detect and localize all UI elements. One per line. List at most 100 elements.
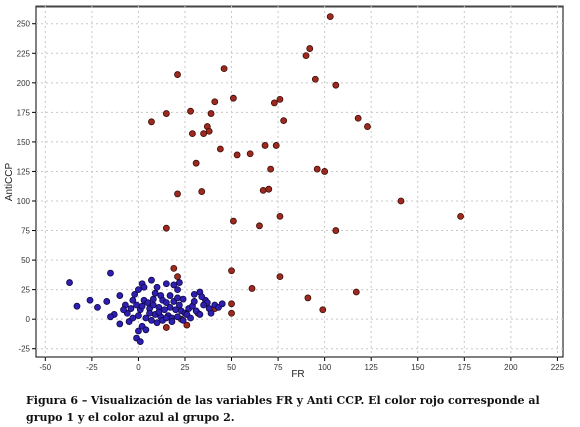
point-group-1 bbox=[174, 71, 181, 78]
point-group-1 bbox=[256, 222, 263, 230]
point-group-1 bbox=[162, 324, 170, 331]
point-group-1 bbox=[302, 52, 310, 60]
point-group-1 bbox=[174, 190, 181, 198]
point-group-2 bbox=[162, 314, 170, 322]
figure-caption: Figura 6 – Visualización de las variable… bbox=[26, 392, 566, 426]
point-group-2 bbox=[129, 296, 137, 304]
x-tick-label: 200 bbox=[504, 363, 518, 372]
point-group-1 bbox=[229, 217, 237, 225]
point-group-1 bbox=[332, 81, 340, 89]
point-group-1 bbox=[272, 142, 280, 149]
y-tick-label: 150 bbox=[17, 138, 31, 147]
point-group-2 bbox=[148, 276, 155, 284]
point-group-2 bbox=[73, 302, 81, 310]
point-group-1 bbox=[207, 110, 215, 117]
point-group-1 bbox=[397, 197, 405, 205]
point-group-1 bbox=[170, 264, 178, 272]
point-group-1 bbox=[228, 300, 235, 308]
point-group-2 bbox=[131, 290, 139, 298]
caption-text: Visualización de las variables FR y Anti… bbox=[26, 394, 540, 424]
point-group-1 bbox=[276, 212, 284, 220]
point-group-1 bbox=[259, 186, 267, 194]
x-tick-label: 0 bbox=[136, 363, 141, 372]
x-tick-label: 175 bbox=[458, 363, 472, 372]
caption-label: Figura 6 – bbox=[26, 394, 88, 407]
point-group-2 bbox=[179, 295, 187, 303]
point-group-2 bbox=[200, 301, 207, 309]
point-group-2 bbox=[94, 303, 101, 311]
point-group-1 bbox=[233, 151, 241, 159]
point-group-2 bbox=[142, 314, 150, 322]
point-group-2 bbox=[155, 308, 163, 316]
point-group-2 bbox=[146, 309, 153, 317]
y-tick-label: 75 bbox=[21, 227, 30, 236]
point-group-2 bbox=[207, 309, 215, 317]
y-tick-label: 0 bbox=[26, 315, 31, 324]
point-group-2 bbox=[149, 295, 157, 303]
point-group-1 bbox=[457, 212, 464, 220]
point-group-1 bbox=[220, 65, 228, 73]
point-group-2 bbox=[190, 290, 198, 298]
y-tick-label: 250 bbox=[17, 20, 31, 29]
point-group-2 bbox=[174, 286, 181, 294]
point-group-1 bbox=[280, 117, 288, 125]
point-group-2 bbox=[144, 299, 152, 307]
point-group-1 bbox=[162, 224, 170, 232]
point-group-1 bbox=[211, 98, 219, 106]
point-group-2 bbox=[116, 320, 124, 328]
point-group-2 bbox=[179, 316, 187, 324]
point-group-1 bbox=[364, 123, 371, 130]
axis-ticks: -50 -25 0 25 50 75 100 125 150 175 200 225 -25 0 25 50 7… bbox=[17, 20, 565, 372]
series-group-1 bbox=[148, 13, 464, 331]
x-tick-label: 100 bbox=[318, 363, 332, 372]
y-tick-label: 200 bbox=[17, 79, 31, 88]
point-group-2 bbox=[138, 302, 146, 310]
y-tick-label: 50 bbox=[21, 256, 30, 265]
point-group-2 bbox=[162, 299, 170, 307]
point-group-2 bbox=[166, 303, 174, 311]
point-group-2 bbox=[135, 312, 142, 320]
x-tick-label: 150 bbox=[411, 363, 425, 372]
point-group-2 bbox=[187, 314, 194, 322]
x-tick-label: 75 bbox=[274, 363, 283, 372]
y-tick-label: 175 bbox=[17, 108, 31, 117]
y-axis-title: AntiCCP bbox=[4, 163, 15, 202]
point-group-2 bbox=[161, 306, 168, 314]
point-group-2 bbox=[153, 319, 161, 327]
x-tick-label: 125 bbox=[365, 363, 379, 372]
point-group-1 bbox=[265, 185, 273, 193]
data-points bbox=[66, 13, 464, 346]
x-tick-label: 225 bbox=[551, 363, 565, 372]
point-group-2 bbox=[86, 296, 94, 304]
point-group-1 bbox=[319, 306, 327, 314]
point-group-2 bbox=[133, 301, 140, 309]
point-group-2 bbox=[174, 313, 181, 321]
point-group-2 bbox=[142, 326, 150, 334]
point-group-2 bbox=[129, 314, 137, 322]
point-group-1 bbox=[200, 130, 207, 138]
point-group-2 bbox=[190, 298, 198, 305]
y-tick-label: 100 bbox=[17, 197, 31, 206]
x-tick-label: -50 bbox=[40, 363, 52, 372]
point-group-1 bbox=[352, 288, 360, 296]
point-group-2 bbox=[151, 289, 159, 297]
point-group-2 bbox=[162, 280, 170, 288]
point-group-2 bbox=[149, 301, 157, 309]
point-group-2 bbox=[148, 316, 155, 324]
point-group-2 bbox=[174, 294, 181, 302]
point-group-1 bbox=[183, 321, 191, 329]
x-tick-label: -25 bbox=[86, 363, 98, 372]
point-group-1 bbox=[270, 99, 278, 107]
point-group-1 bbox=[304, 294, 312, 302]
point-group-1 bbox=[354, 114, 362, 122]
point-group-1 bbox=[313, 165, 321, 173]
point-group-2 bbox=[140, 283, 148, 291]
point-group-1 bbox=[332, 227, 340, 234]
point-group-1 bbox=[189, 130, 196, 138]
scatter-plot: -50 -25 0 25 50 75 100 125 150 175 200 225 -25 0 25 50 7… bbox=[4, 5, 565, 380]
point-group-1 bbox=[162, 110, 170, 117]
grid-lines bbox=[36, 6, 563, 357]
point-group-1 bbox=[228, 267, 235, 275]
point-group-1 bbox=[205, 127, 213, 135]
